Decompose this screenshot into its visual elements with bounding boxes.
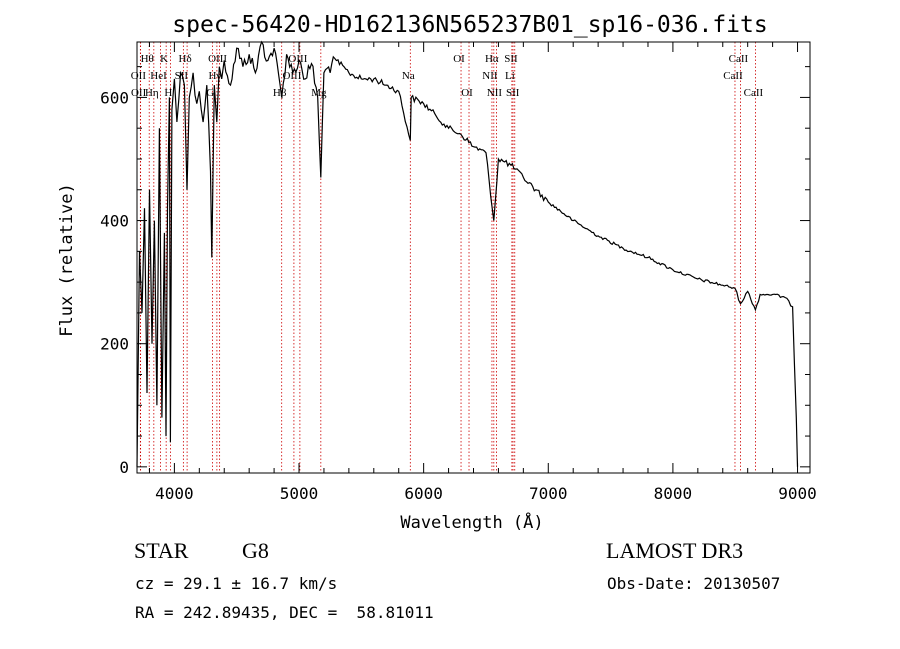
observation-date: Obs-Date: 20130507 [607,574,781,593]
x-tick-label: 5000 [280,484,319,503]
x-axis-ticks: 4000 5000 6000 7000 8000 9000 [148,42,817,503]
line-marker-label: OIII [282,70,301,82]
y-tick-label: 0 [119,458,129,477]
x-axis-label: Wavelength (Å) [400,511,543,533]
object-type: STAR [134,538,189,563]
line-marker-label: HeI [150,70,167,82]
survey-name: LAMOST DR3 [606,538,744,563]
x-tick-label: 8000 [654,484,693,503]
line-marker-label: G [206,87,214,99]
x-tick-label: 6000 [404,484,443,503]
plot-frame [136,41,811,474]
line-marker-label: Hβ [273,87,287,99]
x-tick-label: 4000 [155,484,194,503]
line-marker-label: OIII [288,53,307,65]
y-tick-label: 400 [100,212,129,231]
line-marker-label: CaII [744,87,764,99]
y-tick-label: 200 [100,335,129,354]
line-marker-label: Hα [485,53,499,65]
line-marker-label: Mg [311,87,327,99]
line-marker-label: K [160,53,168,65]
coordinates: RA = 242.89435, DEC = 58.81011 [135,603,434,622]
line-marker-label: SII [175,70,189,82]
chart-title: spec-56420-HD162136N565237B01_sp16-036.f… [172,12,767,38]
flux-series-line [136,40,799,467]
line-marker-label: OII [131,87,147,99]
line-marker-label: SII [504,53,518,65]
line-marker-label: NII [482,70,498,82]
line-marker-label: Li [505,70,515,82]
y-tick-label: 600 [100,88,129,107]
x-tick-label: 7000 [529,484,568,503]
line-marker-label: SII [506,87,520,99]
redshift-value: cz = 29.1 ± 16.7 km/s [135,574,338,593]
x-tick-label: 9000 [778,484,817,503]
line-marker-label: Hη [145,87,159,99]
line-marker-label: Hθ [141,53,154,65]
line-marker-label: CaII [723,70,743,82]
line-marker-label: Na [402,70,415,82]
line-marker-label: H [164,87,172,99]
y-axis-ticks: 0 200 400 600 [100,66,810,477]
line-marker-label: OIII [208,53,227,65]
line-marker-label: OI [453,53,465,65]
object-subclass: G8 [242,538,269,563]
line-marker-label: OII [131,70,147,82]
line-marker-label: NII [487,87,503,99]
line-marker-label: OI [461,87,473,99]
line-marker-label: CaII [729,53,749,65]
line-marker-group [139,42,756,473]
line-marker-label: Hδ [179,53,192,65]
y-axis-label: Flux (relative) [57,183,77,337]
